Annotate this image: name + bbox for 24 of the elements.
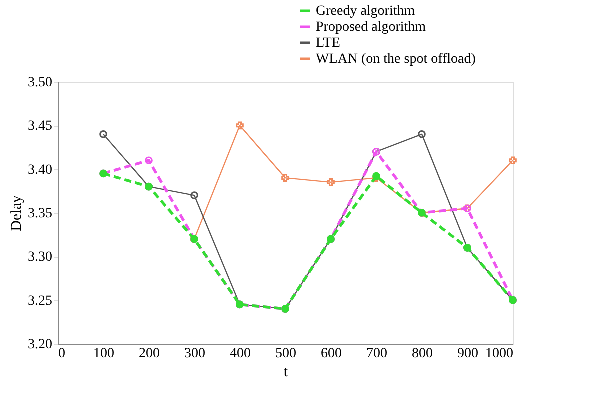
x-tick-label: 600 <box>321 346 342 362</box>
legend-label: LTE <box>316 36 340 51</box>
x-tick-label: 300 <box>184 346 206 362</box>
y-tick-label: 3.30 <box>28 250 52 266</box>
legend-label: Greedy algorithm <box>316 4 416 19</box>
legend-label: Proposed algorithm <box>316 20 426 35</box>
x-tick-label: 0 <box>58 346 66 362</box>
y-tick-label: 3.50 <box>28 76 52 90</box>
x-tick-label: 900 <box>458 346 478 362</box>
x-axis-title: t <box>284 364 289 380</box>
x-tick-label: 500 <box>276 346 296 362</box>
y-axis-title: Delay <box>9 195 25 232</box>
x-tick-label: 200 <box>139 346 160 362</box>
legend-label: WLAN (on the spot offload) <box>316 52 476 67</box>
y-tick-label: 3.20 <box>28 338 52 352</box>
y-tick-label: 3.35 <box>28 206 52 222</box>
x-tick-label: 1000 <box>486 346 514 362</box>
x-tick-label: 100 <box>94 346 114 362</box>
x-tick-label: 400 <box>230 346 251 362</box>
y-tick-label: 3.45 <box>28 119 52 134</box>
x-tick-label: 700 <box>366 346 388 362</box>
y-tick-label: 3.25 <box>28 294 52 309</box>
x-tick-label: 800 <box>412 346 433 362</box>
y-tick-label: 3.40 <box>28 162 52 178</box>
